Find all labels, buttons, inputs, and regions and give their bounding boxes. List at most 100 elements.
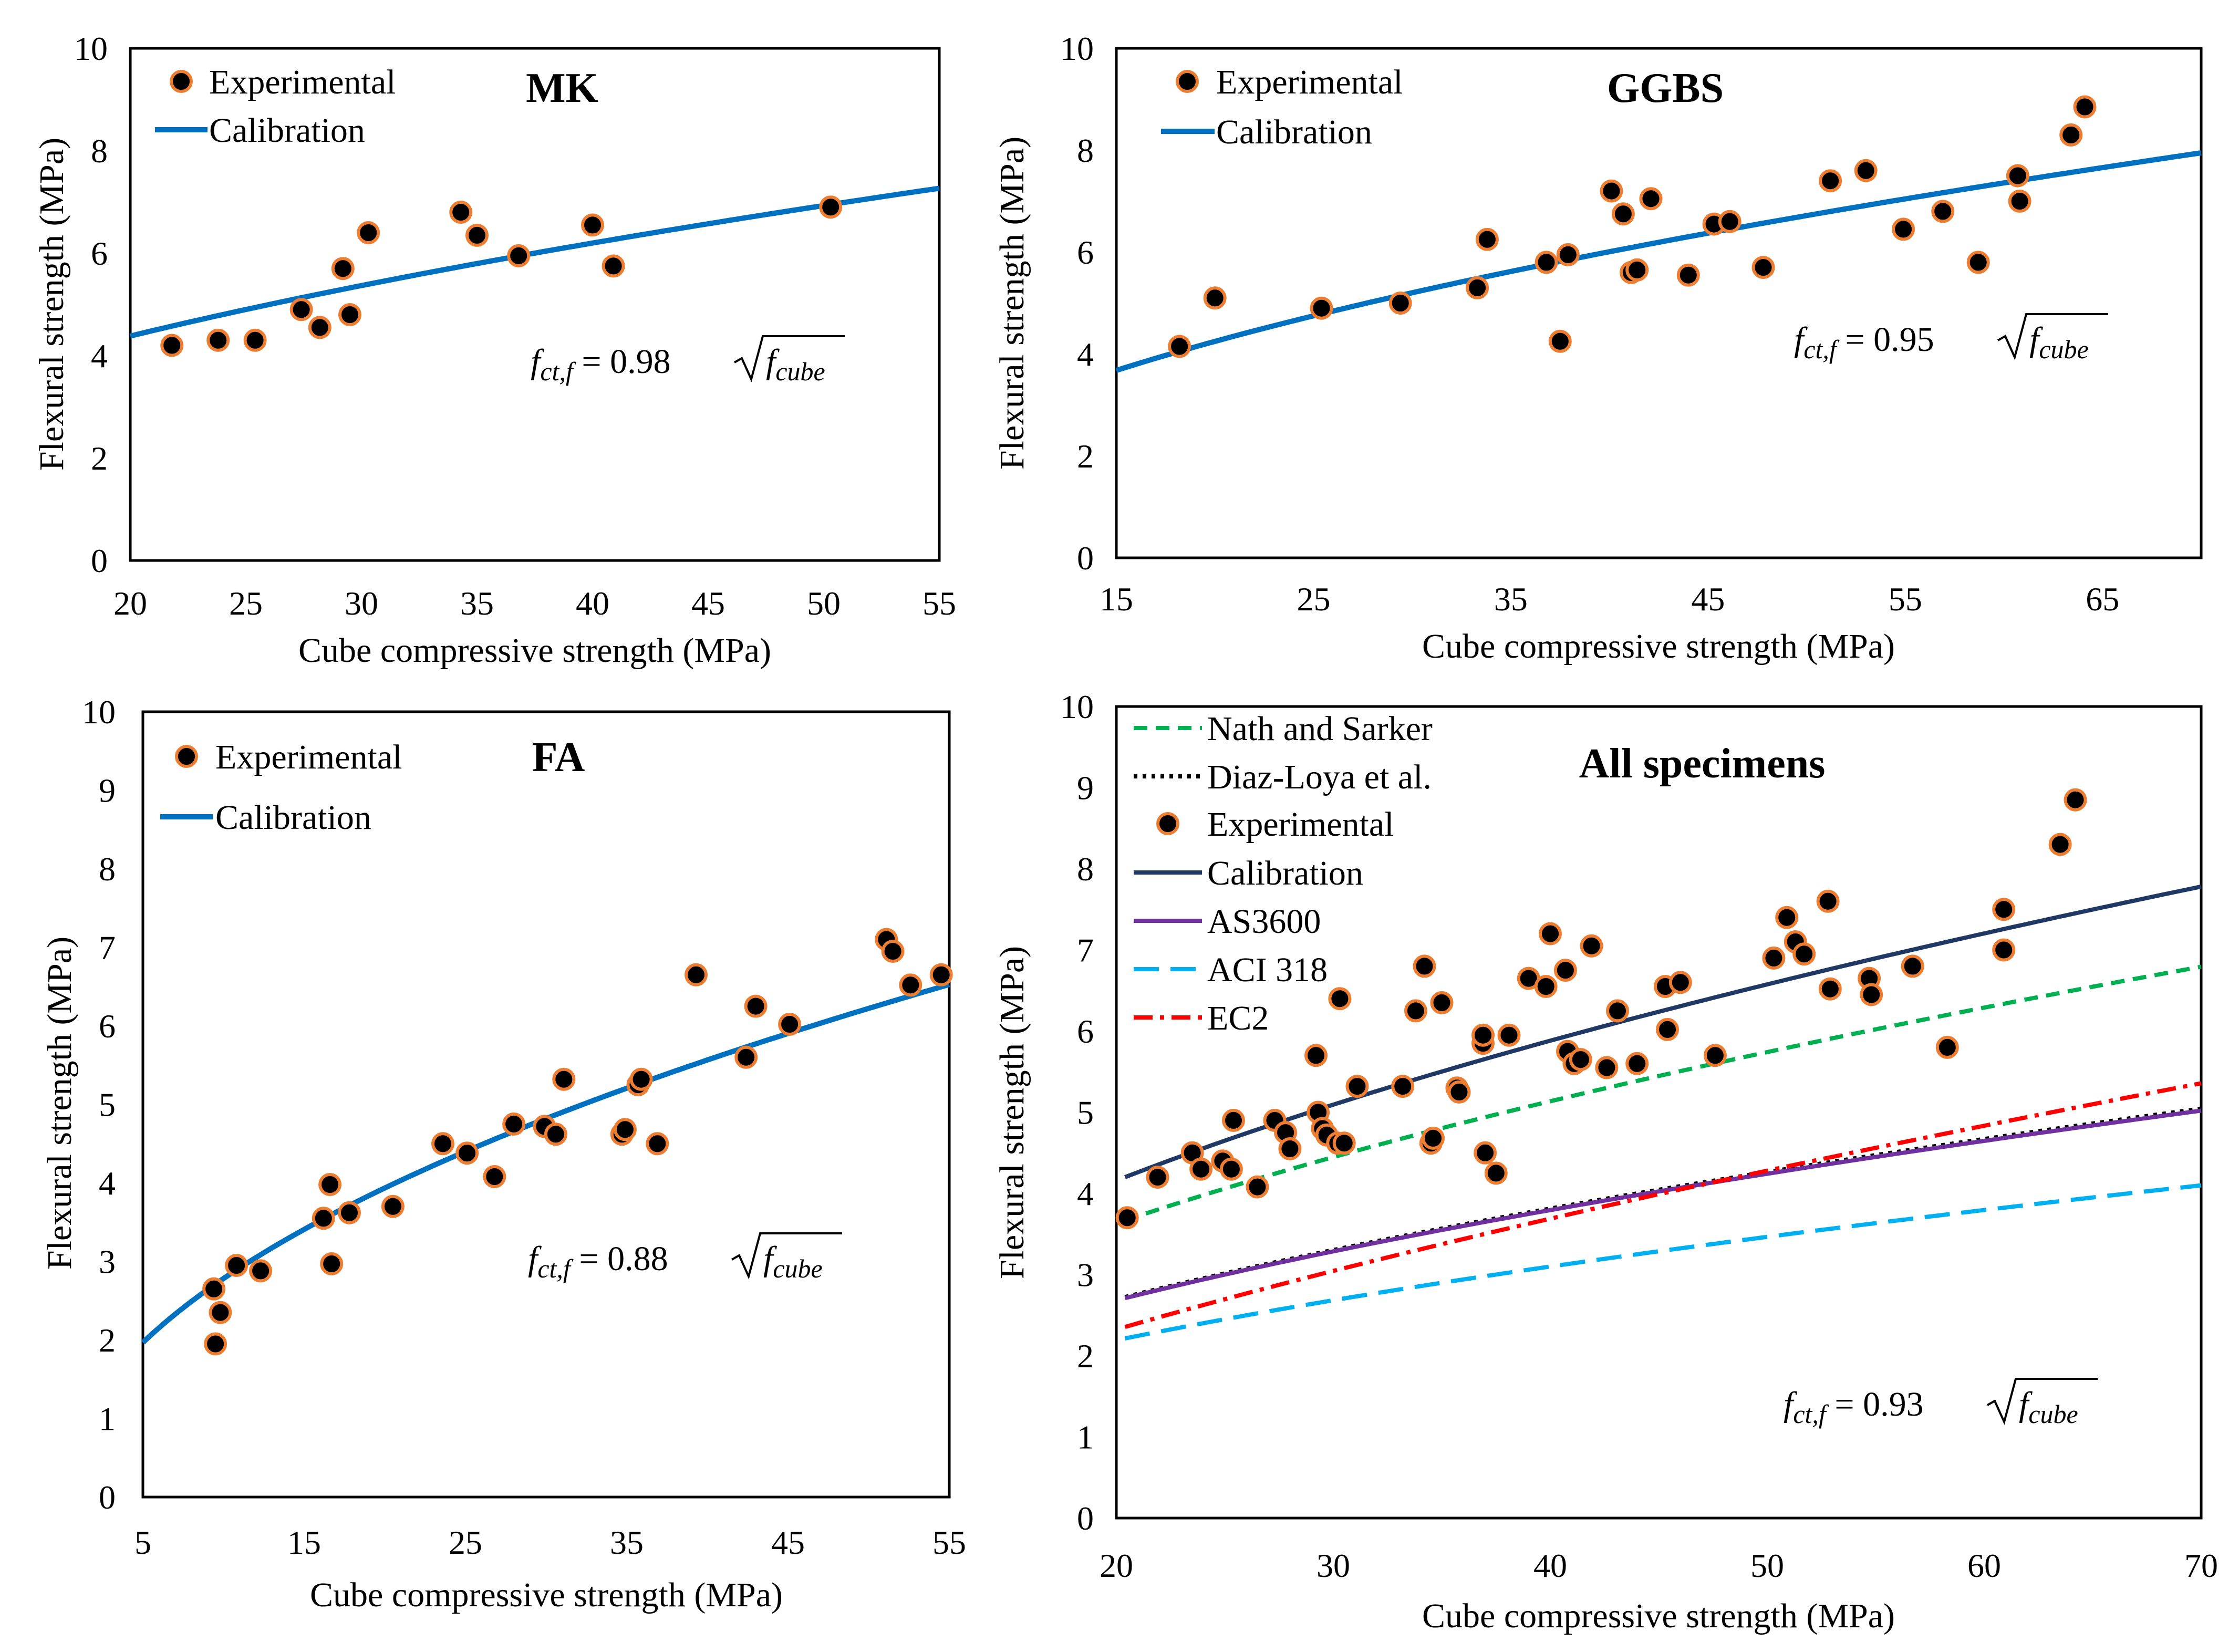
data-point (1901, 954, 1924, 978)
data-point (206, 328, 230, 352)
equation-mk: fct,f = 0.98 fcube (531, 335, 845, 386)
x-tick-label: 25 (229, 585, 263, 622)
x-tick-label: 55 (1889, 580, 1922, 618)
y-tick-label: 2 (91, 440, 108, 477)
data-point (1775, 906, 1799, 929)
data-point (929, 963, 953, 986)
plot-frame-ggbs (1115, 47, 2203, 559)
y-tick-label: 10 (1060, 30, 1094, 67)
eq-coef-fa: 0.88 (607, 1240, 668, 1278)
data-point (209, 1301, 232, 1324)
legend-label-aci: ACI 318 (1207, 951, 1328, 989)
data-point (1422, 1126, 1445, 1150)
y-tick-label: 0 (99, 1479, 116, 1516)
series-line-ec2 (1124, 1081, 2202, 1329)
data-point (2064, 788, 2087, 812)
legend-label-nath: Nath and Sarker (1207, 710, 1433, 748)
data-point (1569, 1048, 1592, 1072)
data-point (581, 213, 604, 237)
data-point (289, 298, 313, 321)
x-tick-label: 30 (345, 585, 378, 622)
data-point (1819, 169, 1842, 193)
data-point (455, 1141, 479, 1165)
data-point (1222, 1108, 1245, 1132)
y-tick-label: 4 (1077, 1175, 1094, 1212)
legend-label-experimental-all: Experimental (1207, 805, 1394, 844)
data-point (1992, 938, 2016, 962)
legend-marker-experimental-fa (175, 745, 198, 768)
eq-equals-mk: = (573, 342, 610, 381)
data-point (1703, 1044, 1727, 1067)
x-axis-title-mk: Cube compressive strength (MPa) (298, 631, 771, 670)
x-tick-label: 45 (691, 585, 725, 622)
data-point (1310, 296, 1333, 320)
data-point (1718, 210, 1742, 233)
data-point (249, 1259, 273, 1283)
data-point (312, 1207, 335, 1230)
data-point (613, 1118, 637, 1141)
data-point (202, 1277, 226, 1301)
y-tick-label: 0 (1077, 1500, 1094, 1537)
data-point (819, 195, 843, 219)
x-tick-label: 45 (1691, 580, 1725, 618)
y-axis-title-fa: Flexural strength (MPa) (40, 937, 79, 1270)
data-point (338, 1201, 361, 1224)
data-point (1475, 227, 1499, 251)
x-tick-labels-fa: 5 15 25 35 45 55 (134, 1524, 966, 1561)
x-tick-label: 15 (287, 1524, 321, 1561)
y-tick-label: 0 (1077, 539, 1094, 577)
data-point (320, 1252, 344, 1275)
y-tick-label: 3 (1077, 1256, 1094, 1294)
legend-label-calibration-fa: Calibration (215, 798, 371, 837)
data-point (1332, 1131, 1356, 1155)
radical-sign-fa (731, 1232, 842, 1280)
plot-frame-mk (129, 47, 941, 562)
legend-label-calibration-ggbs: Calibration (1216, 113, 1372, 151)
data-point (1600, 179, 1623, 203)
data-point (1992, 898, 2016, 921)
x-axis-title-fa: Cube compressive strength (MPa) (310, 1576, 783, 1614)
legend-label-diaz: Diaz-Loya et al. (1207, 758, 1432, 796)
eq-equals-fa: = (571, 1240, 607, 1278)
data-point (1534, 975, 1558, 998)
y-tick-labels-ggbs: 0 2 4 6 8 10 (1060, 30, 1094, 577)
x-tick-label: 70 (2184, 1547, 2218, 1584)
legend-label-calibration-mk: Calibration (209, 111, 365, 150)
data-point (1328, 987, 1352, 1011)
legend-marker-experimental-mk (170, 70, 193, 93)
legend-ggbs: Experimental Calibration (1161, 63, 1403, 151)
legend-label-as3600: AS3600 (1207, 902, 1321, 941)
data-point (1115, 1206, 1139, 1230)
eq-rad-sub-fa: cube (773, 1254, 822, 1283)
svg-text:fct,f = 0.98: fct,f = 0.98 (531, 342, 671, 386)
eq-coef-all: 0.93 (1863, 1385, 1924, 1424)
data-point (552, 1067, 576, 1091)
x-tick-label: 15 (1100, 580, 1133, 618)
data-point (1762, 946, 1786, 970)
data-point (1639, 187, 1663, 211)
y-tick-label: 9 (99, 772, 116, 809)
series-line-calibration (1124, 884, 2202, 1179)
eq-rad-sub-all: cube (2028, 1399, 2078, 1429)
y-tick-label: 10 (74, 30, 108, 67)
y-tick-label: 4 (1077, 336, 1094, 373)
y-tick-label: 2 (1077, 1337, 1094, 1375)
x-tick-label: 20 (1100, 1547, 1133, 1584)
data-point (1484, 1161, 1508, 1185)
legend-marker-experimental-ggbs (1176, 70, 1199, 93)
legend-all: Nath and Sarker Diaz-Loya et al. Experim… (1134, 710, 1433, 1037)
y-tick-label: 8 (91, 132, 108, 170)
eq-lhs-sub-all: ct,f (1793, 1399, 1829, 1429)
x-axis-title-all: Cube compressive strength (MPa) (1422, 1597, 1895, 1635)
y-tick-label: 7 (99, 929, 116, 967)
legend-label-ec2: EC2 (1207, 999, 1269, 1037)
data-point (1860, 983, 1883, 1006)
series-line-calibration (141, 982, 950, 1345)
data-point (1676, 263, 1700, 287)
data-point (646, 1132, 669, 1156)
y-axis-title-mk: Flexural strength (MPa) (33, 138, 71, 471)
y-tick-label: 1 (99, 1400, 116, 1438)
y-tick-label: 6 (1077, 234, 1094, 271)
